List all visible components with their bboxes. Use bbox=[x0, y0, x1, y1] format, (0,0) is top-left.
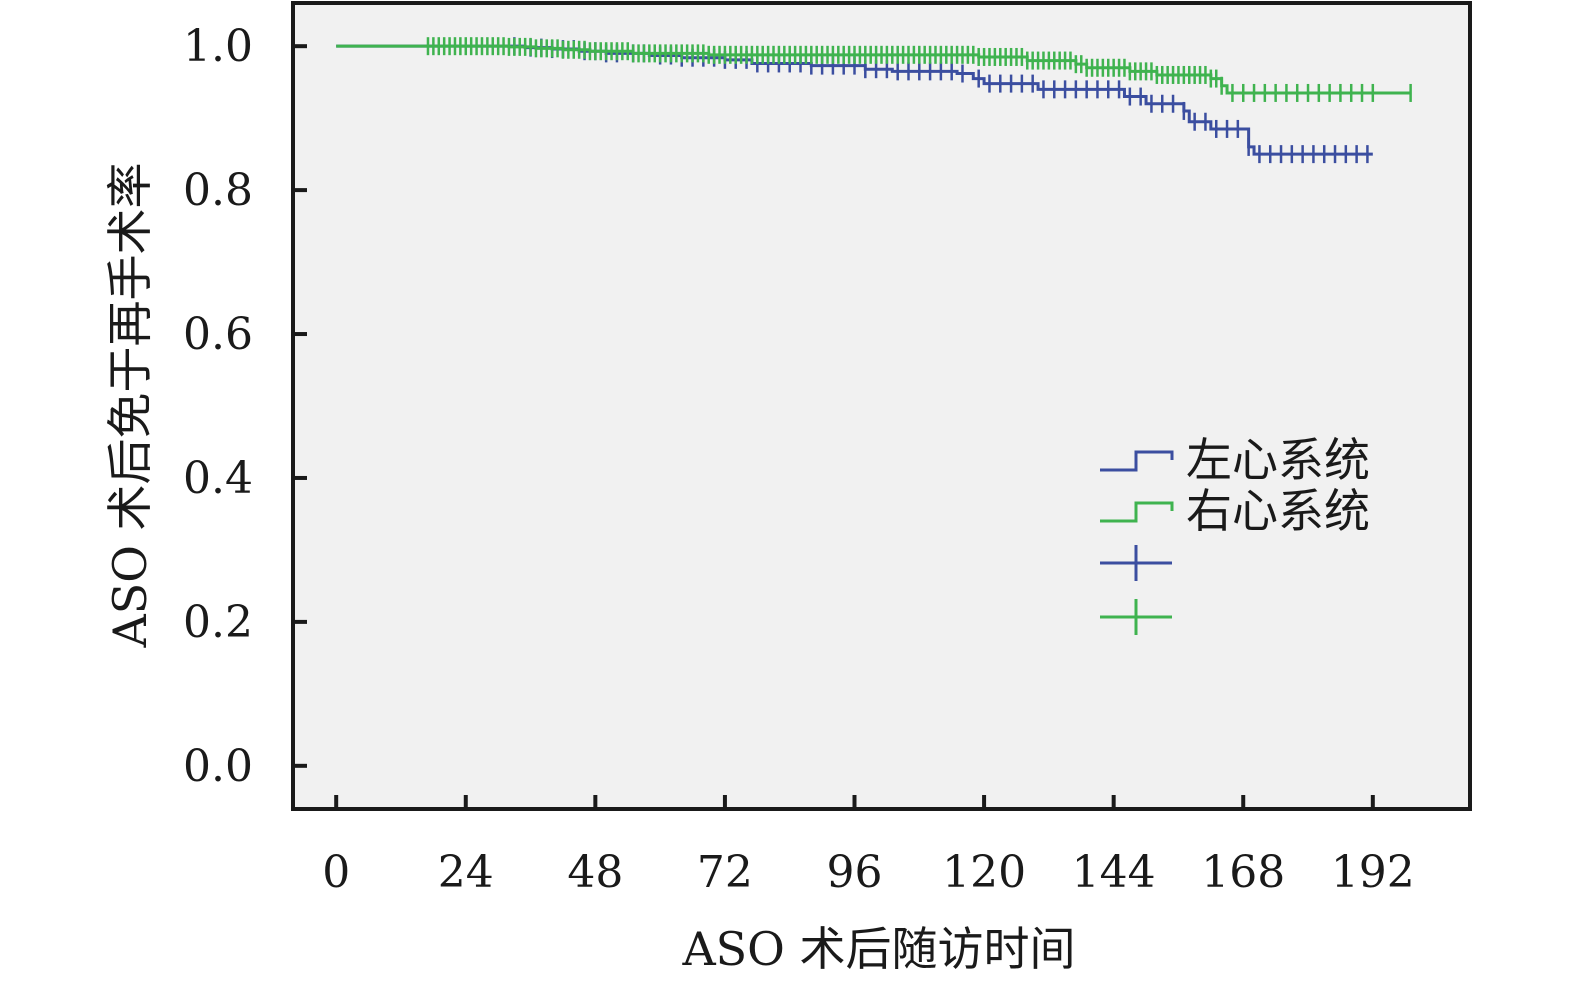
x-tick-label: 168 bbox=[1201, 847, 1285, 898]
plot-area-frame bbox=[291, 1, 1472, 811]
y-tick-label: 0.6 bbox=[183, 309, 253, 360]
x-tick-label: 144 bbox=[1072, 847, 1156, 898]
plot-area-background bbox=[293, 3, 1470, 809]
x-tick-label: 120 bbox=[942, 847, 1026, 898]
legend-swatch-step bbox=[1100, 501, 1174, 523]
legend-swatch-step bbox=[1100, 450, 1174, 472]
y-tick-label: 0.8 bbox=[183, 165, 253, 216]
x-tick-label: 48 bbox=[567, 847, 623, 898]
y-axis-title: ASO 术后免于再手术率 bbox=[103, 162, 157, 648]
y-axis: 0.0 0.2 0.4 0.6 0.8 1.0 bbox=[183, 21, 307, 792]
x-tick-label: 96 bbox=[827, 847, 883, 898]
legend-label: 右心系统 bbox=[1186, 484, 1370, 538]
x-tick-label: 192 bbox=[1331, 847, 1415, 898]
x-tick-label: 0 bbox=[322, 847, 350, 898]
x-tick-label: 72 bbox=[697, 847, 753, 898]
curves-layer bbox=[336, 37, 1412, 164]
legend-label: 左心系统 bbox=[1186, 433, 1370, 487]
x-axis: 0 24 48 72 96 120 144 168 192 bbox=[322, 795, 1415, 898]
x-tick-label: 24 bbox=[438, 847, 494, 898]
series-2 bbox=[336, 37, 1412, 102]
y-tick-label: 0.0 bbox=[183, 741, 253, 792]
y-tick-label: 0.2 bbox=[183, 597, 253, 648]
y-tick-label: 1.0 bbox=[183, 21, 253, 72]
y-tick-label: 0.4 bbox=[183, 453, 253, 504]
x-axis-title: ASO 术后随访时间 bbox=[681, 922, 1075, 976]
